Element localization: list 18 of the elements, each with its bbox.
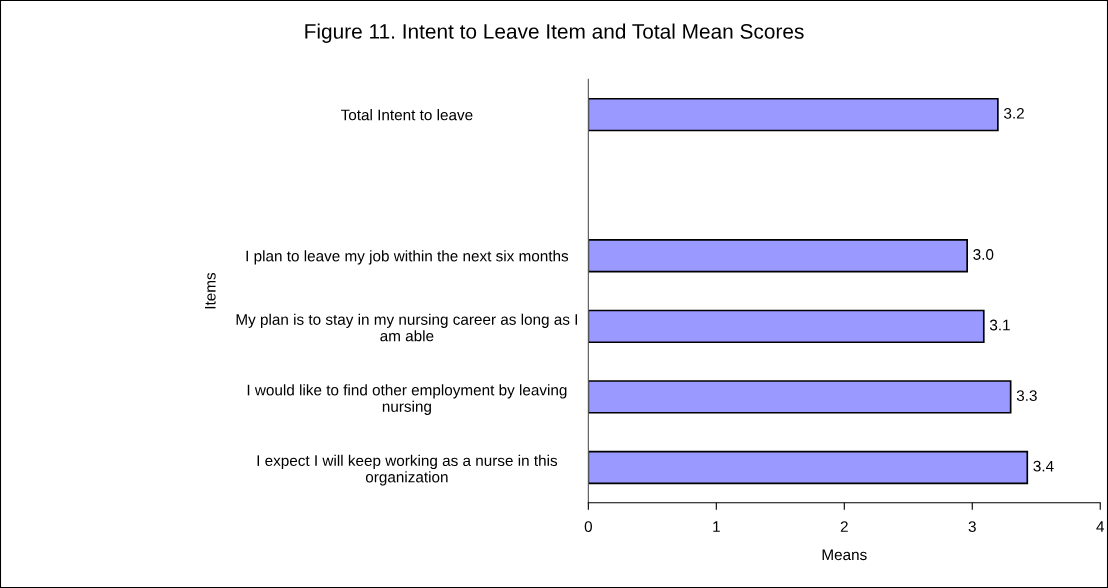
y-axis-title: Items — [205, 272, 216, 309]
y-tick-label: I plan to leave my job within the next six months — [246, 250, 569, 265]
y-tick-label: My plan is to stay in my nursing career as long as I am able — [236, 313, 578, 342]
x-tick-label: 2 — [840, 521, 848, 532]
y-tick-label: I would like to find other employment by leaving nursing — [247, 384, 567, 415]
x-tick-label: 4 — [1096, 521, 1105, 532]
data-label: 3.1 — [989, 319, 1010, 331]
x-tick-label: 3 — [968, 521, 976, 533]
x-tick-label: 0 — [584, 521, 592, 533]
data-label: 3.2 — [1004, 107, 1024, 119]
data-label: 3.4 — [1033, 460, 1054, 472]
data-label: 3.3 — [1016, 390, 1037, 401]
chart-title: Figure 11. Intent to Leave Item and Total Mean Scores — [305, 23, 804, 43]
x-axis-title: Means — [822, 549, 867, 561]
y-tick-label: I expect I will keep working as a nurse in this organization — [257, 454, 558, 486]
x-tick-label: 1 — [713, 521, 720, 532]
y-tick-label: Total Intent to leave — [340, 109, 473, 121]
data-label: 3.0 — [973, 249, 994, 260]
